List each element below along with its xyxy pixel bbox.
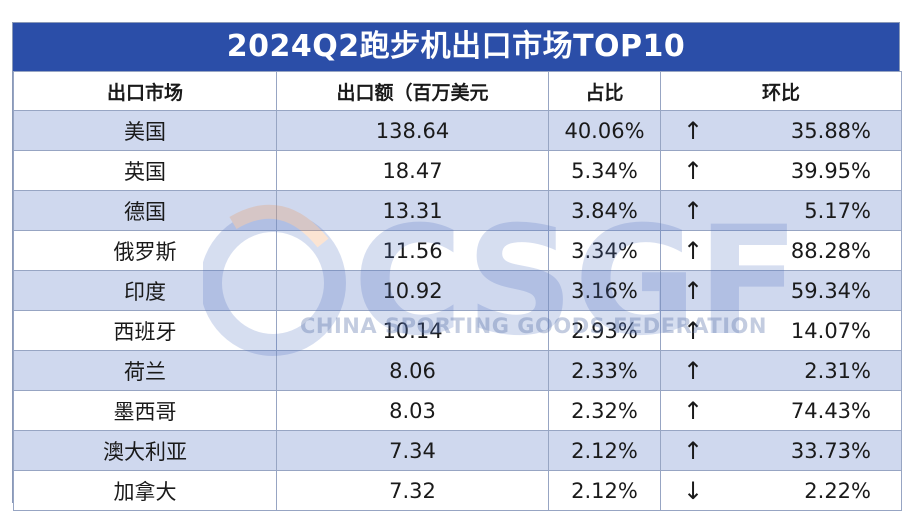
share-cell: 2.33%: [548, 350, 661, 391]
share-cell: 2.93%: [548, 310, 661, 351]
amount-cell: 138.64: [276, 110, 549, 151]
market-cell: 西班牙: [13, 310, 277, 351]
change-value: 2.31%: [804, 358, 871, 383]
market-cell: 墨西哥: [13, 390, 277, 431]
market-cell: 英国: [13, 150, 277, 191]
arrow-down-icon: ↓: [683, 476, 704, 505]
arrow-up-icon: ↑: [683, 196, 704, 225]
table-row: 荷兰 8.06 2.33% ↑ 2.31%: [13, 350, 902, 391]
column-header-share: 占比: [548, 71, 661, 111]
share-cell: 2.12%: [548, 430, 661, 471]
amount-cell: 7.34: [276, 430, 549, 471]
share-cell: 3.34%: [548, 230, 661, 271]
change-value: 14.07%: [790, 318, 871, 343]
share-cell: 40.06%: [548, 110, 661, 151]
table-frame: 2024Q2跑步机出口市场TOP10 出口市场 出口额（百万美元 占比 环比 美…: [12, 22, 902, 511]
column-header-amount: 出口额（百万美元: [276, 71, 549, 111]
amount-cell: 18.47: [276, 150, 549, 191]
amount-cell: 8.03: [276, 390, 549, 431]
change-value: 35.88%: [790, 118, 871, 143]
market-cell: 荷兰: [13, 350, 277, 391]
share-cell: 2.32%: [548, 390, 661, 431]
change-cell: ↑ 33.73%: [660, 430, 902, 471]
amount-cell: 8.06: [276, 350, 549, 391]
arrow-up-icon: ↑: [683, 236, 704, 265]
market-cell: 澳大利亚: [13, 430, 277, 471]
change-cell: ↑ 59.34%: [660, 270, 902, 311]
change-value: 33.73%: [790, 438, 871, 463]
change-value: 59.34%: [790, 278, 871, 303]
arrow-up-icon: ↑: [683, 356, 704, 385]
table-row: 印度 10.92 3.16% ↑ 59.34%: [13, 270, 902, 311]
change-cell: ↑ 2.31%: [660, 350, 902, 391]
table-row: 加拿大 7.32 2.12% ↓ 2.22%: [13, 470, 902, 511]
amount-cell: 13.31: [276, 190, 549, 231]
change-cell: ↑ 5.17%: [660, 190, 902, 231]
amount-cell: 10.14: [276, 310, 549, 351]
table-row: 英国 18.47 5.34% ↑ 39.95%: [13, 150, 902, 191]
amount-cell: 11.56: [276, 230, 549, 271]
market-cell: 美国: [13, 110, 277, 151]
arrow-up-icon: ↑: [683, 316, 704, 345]
change-cell: ↓ 2.22%: [660, 470, 902, 511]
change-value: 39.95%: [790, 158, 871, 183]
column-header-market: 出口市场: [13, 71, 277, 111]
share-cell: 2.12%: [548, 470, 661, 511]
arrow-up-icon: ↑: [683, 436, 704, 465]
arrow-up-icon: ↑: [683, 276, 704, 305]
change-cell: ↑ 39.95%: [660, 150, 902, 191]
arrow-up-icon: ↑: [683, 156, 704, 185]
table-row: 德国 13.31 3.84% ↑ 5.17%: [13, 190, 902, 231]
change-value: 74.43%: [790, 398, 871, 423]
amount-cell: 10.92: [276, 270, 549, 311]
arrow-up-icon: ↑: [683, 116, 704, 145]
export-table: 出口市场 出口额（百万美元 占比 环比 美国 138.64 40.06% ↑ 35.88…: [13, 71, 902, 511]
column-header-change: 环比: [660, 71, 902, 111]
header-row: 出口市场 出口额（百万美元 占比 环比: [13, 71, 902, 111]
table-title: 2024Q2跑步机出口市场TOP10: [13, 23, 899, 71]
market-cell: 加拿大: [13, 470, 277, 511]
share-cell: 5.34%: [548, 150, 661, 191]
market-cell: 德国: [13, 190, 277, 231]
table-row: 西班牙 10.14 2.93% ↑ 14.07%: [13, 310, 902, 351]
change-value: 5.17%: [804, 198, 871, 223]
change-cell: ↑ 14.07%: [660, 310, 902, 351]
arrow-up-icon: ↑: [683, 396, 704, 425]
share-cell: 3.84%: [548, 190, 661, 231]
table-row: 澳大利亚 7.34 2.12% ↑ 33.73%: [13, 430, 902, 471]
market-cell: 俄罗斯: [13, 230, 277, 271]
change-value: 2.22%: [804, 478, 871, 503]
table-row: 俄罗斯 11.56 3.34% ↑ 88.28%: [13, 230, 902, 271]
change-value: 88.28%: [790, 238, 871, 263]
market-cell: 印度: [13, 270, 277, 311]
share-cell: 3.16%: [548, 270, 661, 311]
amount-cell: 7.32: [276, 470, 549, 511]
table-row: 美国 138.64 40.06% ↑ 35.88%: [13, 110, 902, 151]
change-cell: ↑ 74.43%: [660, 390, 902, 431]
change-cell: ↑ 35.88%: [660, 110, 902, 151]
change-cell: ↑ 88.28%: [660, 230, 902, 271]
table-row: 墨西哥 8.03 2.32% ↑ 74.43%: [13, 390, 902, 431]
